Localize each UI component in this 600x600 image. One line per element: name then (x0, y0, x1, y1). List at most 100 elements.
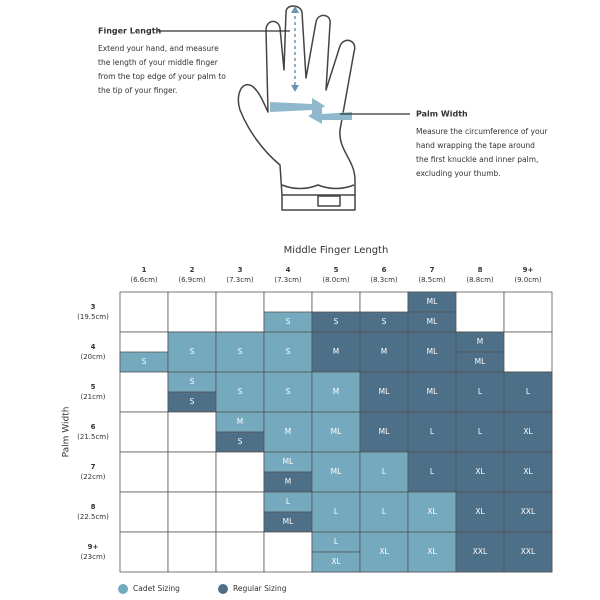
size-label: L (286, 497, 291, 506)
size-label: XL (427, 507, 437, 516)
size-cell (215, 371, 265, 413)
size-cell (503, 451, 553, 493)
size-label: M (381, 347, 387, 356)
glove-band (281, 195, 356, 211)
size-cell (311, 411, 361, 453)
size-cell (263, 411, 313, 453)
size-cell (407, 491, 457, 533)
size-label: XXL (521, 547, 536, 556)
size-label: L (382, 507, 387, 516)
size-label: XL (523, 467, 533, 476)
grid-cell (167, 411, 217, 453)
size-label: L (382, 467, 387, 476)
row-label: 3 (91, 303, 96, 311)
column-title: Middle Finger Length (284, 245, 389, 256)
size-cell (167, 331, 217, 373)
size-label: ML (379, 427, 390, 436)
size-label: S (286, 387, 291, 396)
legend-label: Regular Sizing (233, 584, 287, 593)
grid-cell (119, 411, 169, 453)
glove-tab (317, 195, 341, 207)
size-label: S (238, 437, 243, 446)
size-cell (407, 331, 457, 373)
size-cell (215, 331, 265, 373)
row-label: 9+ (88, 543, 99, 551)
grid-cell (167, 291, 217, 333)
palm-arrow-left (308, 108, 352, 124)
size-cell (503, 491, 553, 533)
column-label: 2 (190, 266, 195, 274)
guide-text: the tip of your finger. (98, 86, 177, 95)
guide-text: excluding your thumb. (416, 169, 501, 178)
row-sub: (20cm) (80, 353, 105, 361)
grid-cell (215, 451, 265, 493)
size-label: ML (427, 387, 438, 396)
grid-cell (503, 291, 553, 333)
size-cell (503, 371, 553, 413)
guide-text: Measure the circumference of your (416, 127, 548, 136)
size-label: S (190, 397, 195, 406)
size-label: L (478, 387, 483, 396)
size-label: XL (379, 547, 389, 556)
column-label: 5 (334, 266, 339, 274)
size-label: S (238, 387, 243, 396)
column-sub: (8.5cm) (418, 276, 446, 284)
size-label: XL (523, 427, 533, 436)
size-label: L (526, 387, 531, 396)
size-label: M (333, 347, 339, 356)
size-label: M (477, 337, 483, 346)
size-label: XL (427, 547, 437, 556)
grid-cell (167, 451, 217, 493)
size-label: S (334, 317, 339, 326)
row-label: 4 (91, 343, 96, 351)
grid-cell (119, 451, 169, 493)
size-label: L (334, 507, 339, 516)
grid-cell (215, 531, 265, 573)
grid-cell (119, 491, 169, 533)
guide-text: from the top edge of your palm to (98, 72, 226, 81)
grid-cell (119, 531, 169, 573)
size-label: XXL (473, 547, 488, 556)
size-label: S (238, 347, 243, 356)
legend-swatch (118, 584, 128, 594)
row-label: 8 (91, 503, 96, 511)
row-sub: (21cm) (80, 393, 105, 401)
size-label: S (286, 347, 291, 356)
size-label: XL (475, 507, 485, 516)
size-label: ML (427, 347, 438, 356)
size-label: ML (331, 427, 342, 436)
glove-outline (237, 5, 356, 196)
legend-label: Cadet Sizing (133, 584, 180, 593)
size-cell (359, 411, 409, 453)
size-cell (263, 331, 313, 373)
size-label: ML (427, 317, 438, 326)
size-cell (359, 451, 409, 493)
column-sub: (8.3cm) (370, 276, 398, 284)
guide-title: Finger Length (98, 27, 162, 36)
legend-swatch (218, 584, 228, 594)
size-label: M (285, 427, 291, 436)
size-label: XXL (521, 507, 536, 516)
row-label: 6 (91, 423, 96, 431)
size-label: M (333, 387, 339, 396)
size-label: M (237, 417, 243, 426)
column-sub: (8.0cm) (322, 276, 350, 284)
size-label: L (334, 537, 339, 546)
grid-cell (167, 491, 217, 533)
row-label: 5 (91, 383, 96, 391)
size-cell (359, 371, 409, 413)
size-label: S (382, 317, 387, 326)
size-cell (359, 331, 409, 373)
size-cell (503, 531, 553, 573)
column-sub: (7.3cm) (274, 276, 302, 284)
size-cell (455, 531, 505, 573)
column-label: 3 (238, 266, 243, 274)
row-sub: (22cm) (80, 473, 105, 481)
grid-cell (119, 371, 169, 413)
size-label: XL (331, 557, 341, 566)
grid-cell (215, 291, 265, 333)
size-label: ML (475, 357, 486, 366)
column-label: 1 (142, 266, 147, 274)
glove-illustration (237, 5, 356, 211)
size-cell (407, 451, 457, 493)
